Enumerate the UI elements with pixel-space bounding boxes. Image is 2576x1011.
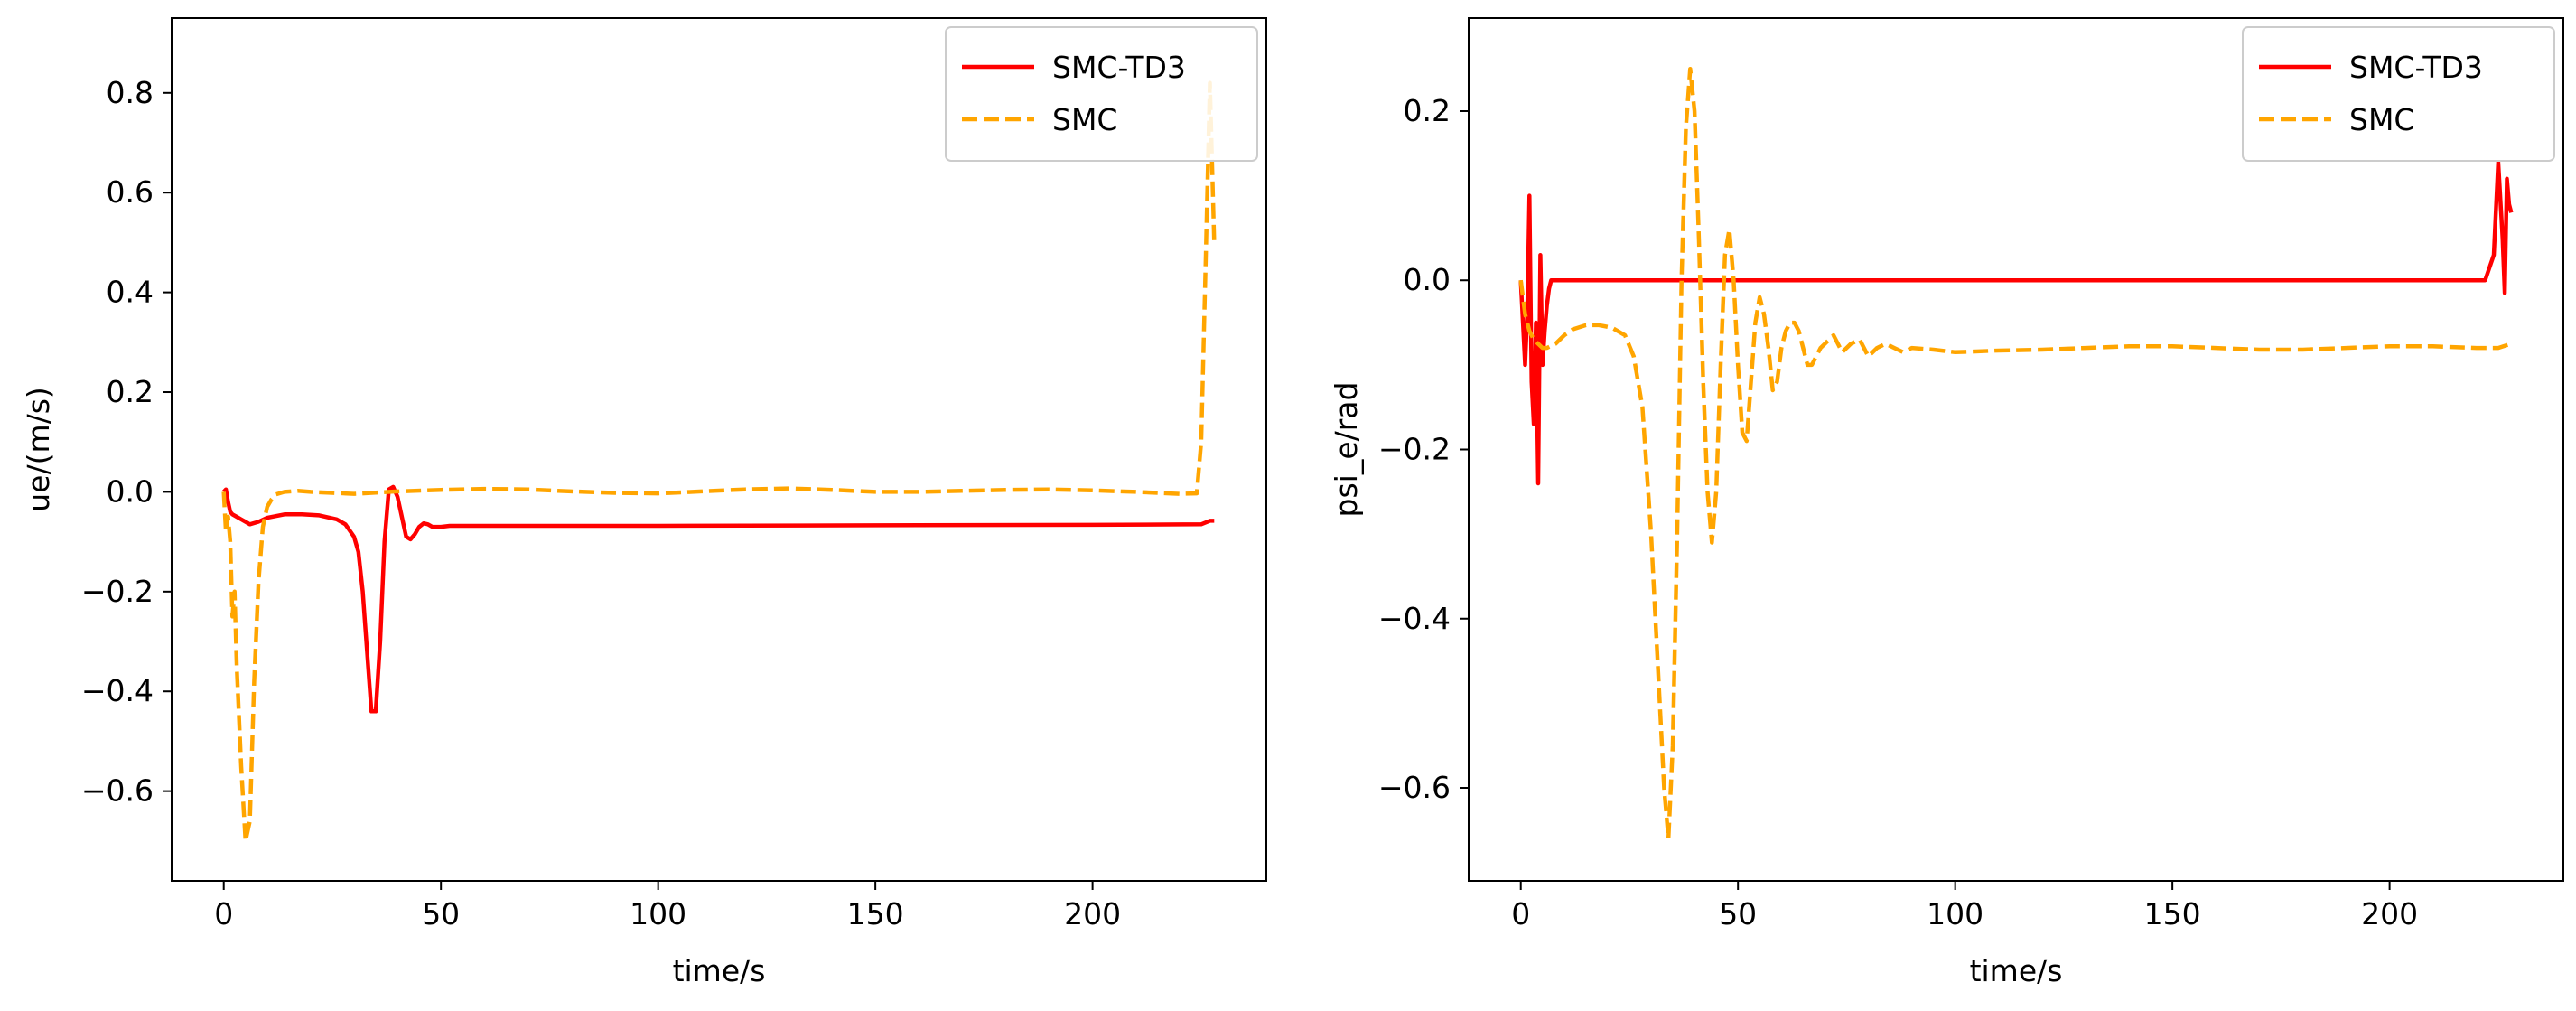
series-line-smc bbox=[221, 80, 1217, 844]
y-tick-label: 0.4 bbox=[107, 275, 154, 310]
y-tick-label: −0.4 bbox=[81, 673, 154, 708]
y-tick-label: 0.2 bbox=[1404, 93, 1451, 128]
x-tick-label: 150 bbox=[847, 896, 904, 931]
x-tick-label: 50 bbox=[1719, 896, 1757, 931]
x-tick-label: 200 bbox=[1064, 896, 1121, 931]
legend-box bbox=[2242, 26, 2555, 162]
y-tick-label: 0.0 bbox=[107, 473, 154, 509]
x-tick-label: 100 bbox=[1927, 896, 1983, 931]
legend: SMC-TD3 SMC bbox=[945, 26, 1258, 162]
y-tick-label: −0.4 bbox=[1378, 601, 1451, 636]
series-line-smc bbox=[1518, 66, 2512, 841]
x-tick-label: 150 bbox=[2144, 896, 2201, 931]
x-axis-title: time/s bbox=[1970, 953, 2063, 988]
legend-label-smc: SMC bbox=[1052, 102, 1117, 137]
x-axis-title: time/s bbox=[673, 953, 766, 988]
x-tick-label: 100 bbox=[630, 896, 686, 931]
plot-frame bbox=[171, 17, 1267, 882]
y-tick-label: −0.6 bbox=[81, 773, 154, 809]
ue-chart-panel: 0 50 100 150 200 −0.6 −0.4 −0.2 0.0 0.2 0.4 0.6 0.8 t… bbox=[21, 17, 1267, 988]
y-tick-label: 0.8 bbox=[107, 75, 154, 110]
y-tick-label: 0.6 bbox=[107, 174, 154, 210]
legend-label-smc-td3: SMC-TD3 bbox=[1052, 50, 1186, 85]
psi-chart-panel: 0 50 100 150 200 −0.6 −0.4 −0.2 0.0 0.2 time/s psi_… bbox=[1329, 17, 2564, 988]
x-tick-label: 50 bbox=[422, 896, 460, 931]
y-axis-title: psi_e/rad bbox=[1329, 382, 1364, 518]
y-tick-label: −0.2 bbox=[81, 574, 154, 609]
x-tick-label: 0 bbox=[214, 896, 233, 931]
legend-label-smc-td3: SMC-TD3 bbox=[2349, 50, 2483, 85]
x-tick-label: 0 bbox=[1511, 896, 1530, 931]
series-line-smc-td3 bbox=[1518, 159, 2514, 486]
legend-box bbox=[945, 26, 1258, 162]
y-axis-title: ue/(m/s) bbox=[21, 387, 56, 512]
x-tick-label: 200 bbox=[2361, 896, 2418, 931]
legend: SMC-TD3 SMC bbox=[2242, 26, 2555, 162]
y-tick-label: 0.2 bbox=[107, 374, 154, 409]
y-tick-label: 0.0 bbox=[1404, 262, 1451, 297]
series-line-smc-td3 bbox=[222, 484, 1215, 714]
legend-label-smc: SMC bbox=[2349, 102, 2414, 137]
y-tick-label: −0.2 bbox=[1378, 432, 1451, 467]
y-tick-label: −0.6 bbox=[1378, 770, 1451, 805]
